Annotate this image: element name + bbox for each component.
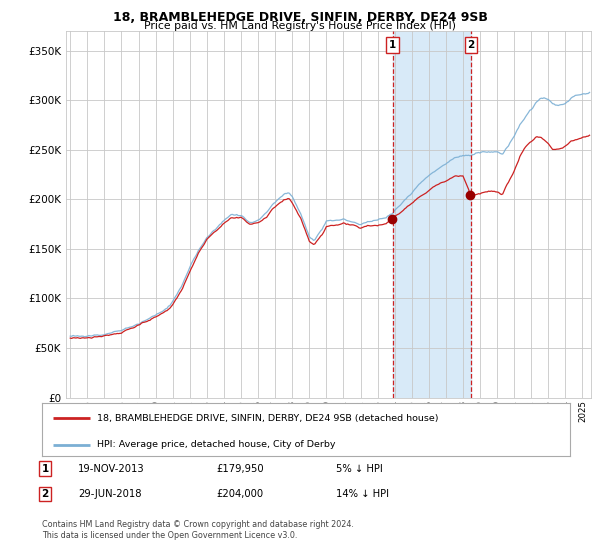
Text: 2: 2 [467,40,475,50]
Text: £179,950: £179,950 [216,464,263,474]
Text: 5% ↓ HPI: 5% ↓ HPI [336,464,383,474]
Text: 29-JUN-2018: 29-JUN-2018 [78,489,142,499]
Text: 18, BRAMBLEHEDGE DRIVE, SINFIN, DERBY, DE24 9SB: 18, BRAMBLEHEDGE DRIVE, SINFIN, DERBY, D… [113,11,487,24]
Text: 14% ↓ HPI: 14% ↓ HPI [336,489,389,499]
Text: 1: 1 [41,464,49,474]
Text: Price paid vs. HM Land Registry's House Price Index (HPI): Price paid vs. HM Land Registry's House … [144,21,456,31]
Text: £204,000: £204,000 [216,489,263,499]
Text: 18, BRAMBLEHEDGE DRIVE, SINFIN, DERBY, DE24 9SB (detached house): 18, BRAMBLEHEDGE DRIVE, SINFIN, DERBY, D… [97,414,439,423]
Text: 1: 1 [389,40,396,50]
Text: 19-NOV-2013: 19-NOV-2013 [78,464,145,474]
Bar [392,31,471,398]
Text: HPI: Average price, detached house, City of Derby: HPI: Average price, detached house, City… [97,440,336,449]
Text: Contains HM Land Registry data © Crown copyright and database right 2024.
This d: Contains HM Land Registry data © Crown c… [42,520,354,540]
Text: 2: 2 [41,489,49,499]
